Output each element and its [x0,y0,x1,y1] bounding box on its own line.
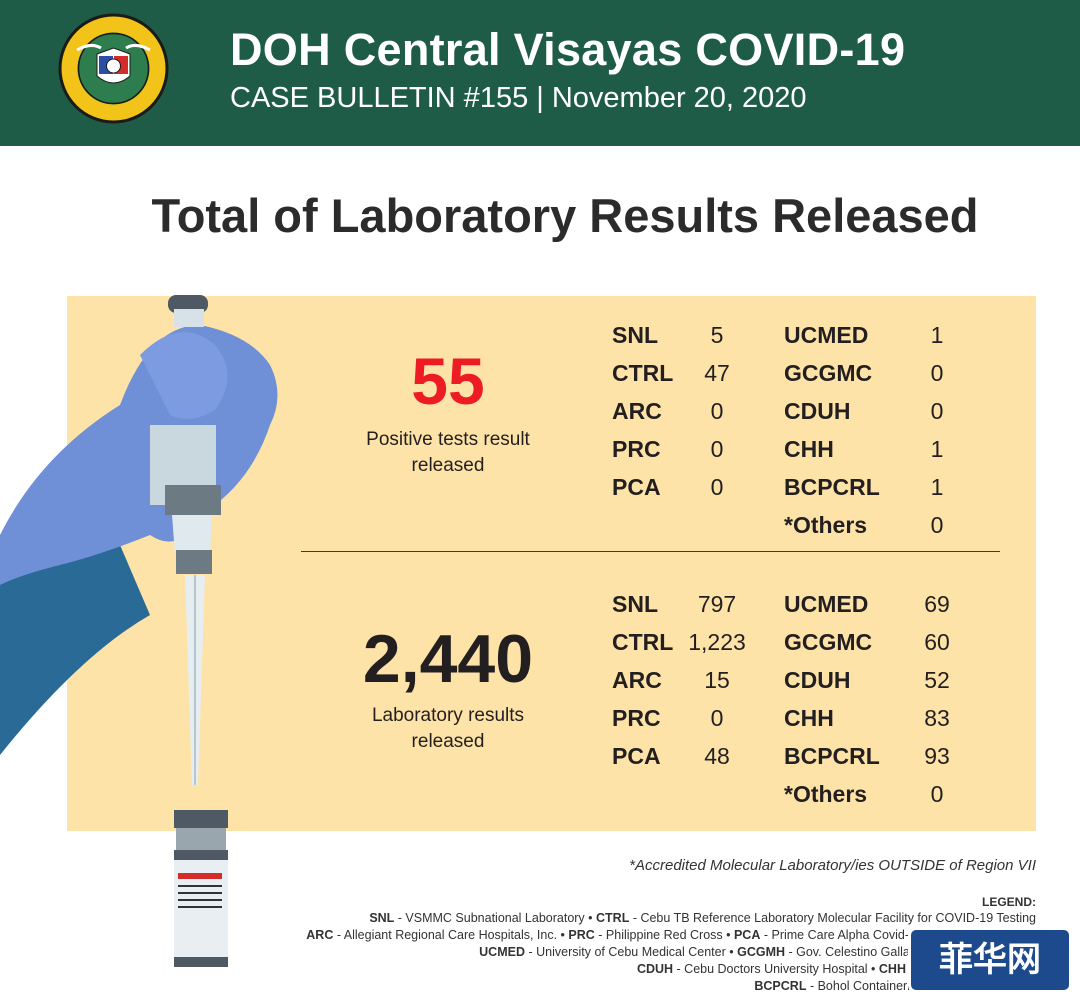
lab-value: 1 [930,436,944,462]
gloved-hand-pipette-illustration [0,295,278,967]
lab-code: GCGMC [784,360,873,386]
header-banner: DOH Central Visayas COVID-19 CASE BULLET… [0,0,1080,146]
lab-code: *Others [784,781,868,807]
lab-value: 1 [930,322,944,348]
legend-text: - Cebu Doctors University Hospital • [673,962,879,976]
lab-code: SNL [612,591,658,617]
lab-value: 83 [924,705,950,731]
lab-code: CDUH [784,667,851,693]
legend-text: - Philippine Red Cross • [594,928,734,942]
legend-text: - Bohol Containeri [806,979,910,993]
lab-code: CDUH [784,398,851,424]
lab-value: 0 [710,474,724,500]
lab-value: 0 [930,781,944,807]
lab-code: CHH [784,705,834,731]
positive-description-line1: Positive tests result [366,429,530,450]
bulletin-subtitle: CASE BULLETIN #155 | November 20, 2020 [230,82,807,114]
legend-title: LEGEND: [982,895,1036,909]
watermark-logo: 菲华网 [908,927,1072,993]
lab-value: 0 [710,705,724,731]
lab-code: BCPCRL [784,474,880,500]
legend-text: - Cebu TB Reference Laboratory Molecular… [629,911,1036,925]
lab-value: 0 [710,436,724,462]
legend-text: - VSMMC Subnational Laboratory • [394,911,597,925]
lab-value: 1,223 [688,629,746,655]
lab-value: 52 [924,667,950,693]
footnote: *Accredited Molecular Laboratory/ies OUT… [629,857,1036,874]
legend-text: - Prime Care Alpha Covid-1 [760,928,916,942]
legend-line: BCPCRL - Bohol Containeri [754,979,910,993]
laboratory-description-line1: Laboratory results [371,705,525,726]
legend-line: ARC - Allegiant Regional Care Hospitals,… [306,928,916,942]
section-divider [301,551,1000,552]
lab-code: PRC [612,705,661,731]
laboratory-description: Laboratory results released [300,703,596,755]
legend-abbr: BCPCRL [754,979,807,993]
lab-code: ARC [612,667,662,693]
positive-description: Positive tests result released [300,427,596,479]
positive-count: 55 [411,344,485,418]
lab-value: 797 [697,591,737,617]
legend-abbr: CHH [878,962,906,976]
lab-value: 60 [924,629,950,655]
page-title: Total of Laboratory Results Released [151,189,979,242]
lab-value: 0 [930,398,944,424]
legend-line: UCMED - University of Cebu Medical Cente… [479,945,914,959]
legend-text: - University of Cebu Medical Center • [525,945,738,959]
lab-value: 0 [710,398,724,424]
legend-abbr: GCGMH [737,945,786,959]
bulletin-title: DOH Central Visayas COVID-19 [230,24,906,75]
legend-line: SNL - VSMMC Subnational Laboratory • CTR… [369,911,1036,925]
lab-value: 69 [924,591,950,617]
lab-value: 47 [704,360,730,386]
legend-abbr: CTRL [596,911,630,925]
lab-value: 1 [930,474,944,500]
lab-value: 15 [704,667,730,693]
legend-text: - Allegiant Regional Care Hospitals, Inc… [333,928,569,942]
lab-code: CHH [784,436,834,462]
lab-value: 0 [930,360,944,386]
laboratory-description-line2: released [411,731,485,752]
lab-code: CTRL [612,360,674,386]
lab-value: 93 [924,743,950,769]
lab-code: UCMED [784,591,869,617]
lab-value: 48 [704,743,730,769]
legend-text: - Gov. Celestino Gallar [785,945,914,959]
lab-code: GCGMC [784,629,873,655]
legend-abbr: CDUH [636,962,674,976]
legend-line: CDUH - Cebu Doctors University Hospital … [637,962,906,976]
lab-code: PRC [612,436,661,462]
laboratory-count: 2,440 [362,621,534,697]
lab-code: PCA [612,743,661,769]
lab-code: *Others [784,512,868,538]
legend-abbr: PCA [733,928,761,942]
lab-code: SNL [612,322,658,348]
lab-code: PCA [612,474,661,500]
lab-code: BCPCRL [784,743,880,769]
legend-abbr: PRC [568,928,595,942]
lab-code: CTRL [612,629,674,655]
legend-abbr: SNL [369,911,395,925]
positive-description-line2: released [411,455,485,476]
lab-code: UCMED [784,322,869,348]
legend-abbr: ARC [306,928,334,942]
lab-value: 5 [710,322,724,348]
legend-abbr: UCMED [479,945,525,959]
lab-code: ARC [612,398,662,424]
doh-seal-logo [58,13,169,124]
lab-value: 0 [930,512,944,538]
